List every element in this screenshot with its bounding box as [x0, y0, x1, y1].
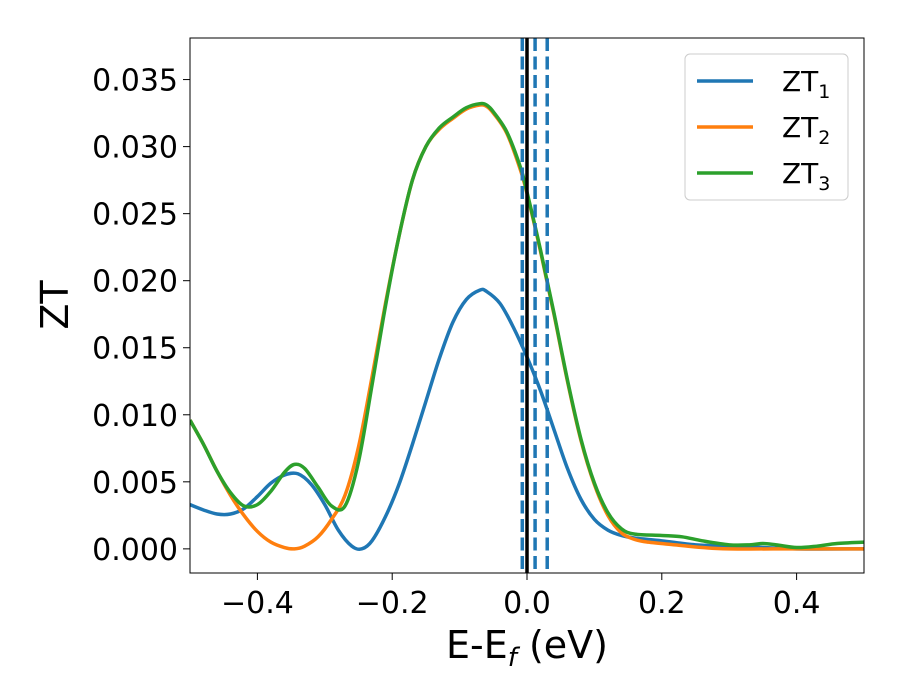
- y-tick-label: 0.005: [92, 466, 178, 501]
- x-axis-label: E-Ef (eV): [446, 623, 608, 673]
- y-tick-label: 0.010: [92, 399, 178, 434]
- x-tick-label: −0.4: [221, 586, 294, 621]
- legend-label-3: ZT3: [782, 157, 830, 195]
- x-axis-ticks: −0.4 −0.2 0.0 0.2 0.4: [221, 573, 820, 621]
- legend: ZT1 ZT2 ZT3: [684, 53, 849, 201]
- x-tick-label: −0.2: [356, 586, 429, 621]
- reference-lines: [520, 38, 549, 573]
- legend-label-2: ZT2: [782, 111, 830, 149]
- x-tick-label: 0.4: [773, 586, 821, 621]
- y-tick-label: 0.020: [92, 265, 178, 300]
- y-tick-label: 0.030: [92, 131, 178, 166]
- plot-area: [190, 101, 864, 552]
- x-tick-label: 0.2: [638, 586, 686, 621]
- x-tick-label: 0.0: [503, 586, 551, 621]
- y-axis-ticks: 0.000 0.005 0.010 0.015 0.020 0.025 0.030 0.035: [92, 64, 190, 568]
- y-tick-label: 0.025: [92, 198, 178, 233]
- y-tick-label: 0.015: [92, 332, 178, 367]
- y-axis-label: ZT: [33, 280, 77, 330]
- series-line-3: [190, 101, 864, 550]
- legend-box: [684, 53, 849, 201]
- y-tick-label: 0.035: [92, 64, 178, 99]
- y-tick-label: 0.000: [92, 533, 178, 568]
- legend-label-1: ZT1: [782, 65, 830, 103]
